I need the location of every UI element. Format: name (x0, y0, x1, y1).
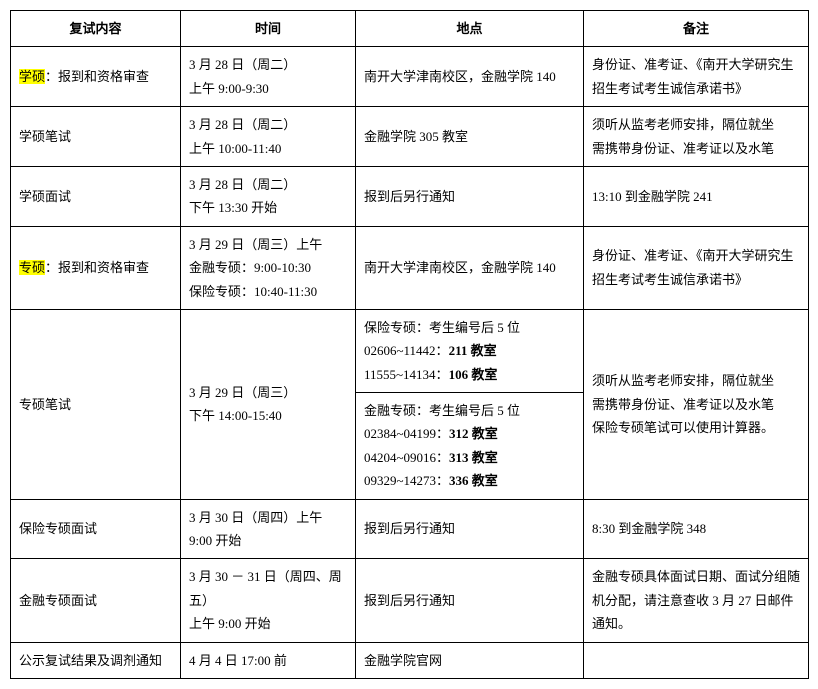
table-row: 保险专硕面试 3 月 30 日（周四）上午 9:00 开始 报到后另行通知 8:… (11, 499, 809, 559)
table-row: 公示复试结果及调剂通知 4 月 4 日 17:00 前 金融学院官网 (11, 642, 809, 678)
cell-note (584, 642, 809, 678)
cell-time: 3 月 30 日（周四）上午 9:00 开始 (181, 499, 356, 559)
cell-text: 下午 13:30 开始 (189, 200, 277, 215)
header-note: 备注 (584, 11, 809, 47)
cell-text: 3 月 28 日（周二） (189, 117, 296, 132)
cell-time: 3 月 28 日（周二） 上午 10:00-11:40 (181, 107, 356, 167)
cell-content: 保险专硕面试 (11, 499, 181, 559)
room-bold: 313 教室 (449, 450, 498, 465)
cell-text: 保险专硕：考生编号后 5 位 (364, 320, 520, 335)
highlight-xueshuo: 学硕 (19, 69, 45, 84)
cell-note: 须听从监考老师安排，隔位就坐 需携带身份证、准考证以及水笔 (584, 107, 809, 167)
cell-text: 02384~04199： (364, 426, 449, 441)
cell-note: 须听从监考老师安排，隔位就坐 需携带身份证、准考证以及水笔 保险专硕笔试可以使用… (584, 309, 809, 499)
cell-note: 8:30 到金融学院 348 (584, 499, 809, 559)
table-row: 金融专硕面试 3 月 30 － 31 日（周四、周五） 上午 9:00 开始 报… (11, 559, 809, 642)
cell-text: 04204~09016： (364, 450, 449, 465)
cell-text: 3 月 29 日（周三）上午 (189, 237, 322, 252)
room-bold: 211 教室 (449, 343, 497, 358)
cell-text: ：报到和资格审查 (45, 260, 149, 275)
room-bold: 312 教室 (449, 426, 498, 441)
cell-text: ：报到和资格审查 (45, 69, 149, 84)
cell-text: 上午 9:00-9:30 (189, 81, 269, 96)
cell-text: 3 月 29 日（周三） (189, 385, 296, 400)
highlight-zhuanshuo: 专硕 (19, 260, 45, 275)
cell-time: 4 月 4 日 17:00 前 (181, 642, 356, 678)
header-time: 时间 (181, 11, 356, 47)
cell-text: 上午 9:00 开始 (189, 616, 271, 631)
cell-note: 13:10 到金融学院 241 (584, 166, 809, 226)
cell-location: 保险专硕：考生编号后 5 位 02606~11442：211 教室 11555~… (356, 309, 584, 392)
table-row: 学硕面试 3 月 28 日（周二） 下午 13:30 开始 报到后另行通知 13… (11, 166, 809, 226)
cell-text: 09329~14273： (364, 473, 449, 488)
cell-time: 3 月 28 日（周二） 下午 13:30 开始 (181, 166, 356, 226)
table-row: 学硕笔试 3 月 28 日（周二） 上午 10:00-11:40 金融学院 30… (11, 107, 809, 167)
cell-text: 须听从监考老师安排，隔位就坐 (592, 373, 774, 388)
cell-time: 3 月 29 日（周三） 下午 14:00-15:40 (181, 309, 356, 499)
cell-location: 南开大学津南校区，金融学院 140 (356, 226, 584, 309)
schedule-table: 复试内容 时间 地点 备注 学硕：报到和资格审查 3 月 28 日（周二） 上午… (10, 10, 809, 679)
cell-content: 学硕面试 (11, 166, 181, 226)
cell-text: 11555~14134： (364, 367, 449, 382)
cell-text: 保险专硕笔试可以使用计算器。 (592, 420, 774, 435)
cell-text: 保险专硕：10:40-11:30 (189, 284, 317, 299)
room-bold: 336 教室 (449, 473, 498, 488)
cell-location: 报到后另行通知 (356, 166, 584, 226)
cell-content: 专硕笔试 (11, 309, 181, 499)
cell-location: 金融学院 305 教室 (356, 107, 584, 167)
cell-text: 金融专硕：9:00-10:30 (189, 260, 311, 275)
cell-note: 身份证、准考证、《南开大学研究生招生考试考生诚信承诺书》 (584, 226, 809, 309)
cell-text: 上午 10:00-11:40 (189, 141, 281, 156)
cell-location: 报到后另行通知 (356, 499, 584, 559)
cell-text: 3 月 30 － 31 日（周四、周五） (189, 569, 342, 607)
header-row: 复试内容 时间 地点 备注 (11, 11, 809, 47)
cell-content: 学硕：报到和资格审查 (11, 47, 181, 107)
cell-location: 报到后另行通知 (356, 559, 584, 642)
header-content: 复试内容 (11, 11, 181, 47)
cell-text: 需携带身份证、准考证以及水笔 (592, 141, 774, 156)
cell-text: 金融专硕：考生编号后 5 位 (364, 403, 520, 418)
cell-content: 专硕：报到和资格审查 (11, 226, 181, 309)
cell-content: 公示复试结果及调剂通知 (11, 642, 181, 678)
cell-location: 南开大学津南校区，金融学院 140 (356, 47, 584, 107)
cell-time: 3 月 28 日（周二） 上午 9:00-9:30 (181, 47, 356, 107)
header-location: 地点 (356, 11, 584, 47)
cell-text: 3 月 28 日（周二） (189, 57, 296, 72)
table-row: 专硕笔试 3 月 29 日（周三） 下午 14:00-15:40 保险专硕：考生… (11, 309, 809, 392)
cell-note: 身份证、准考证、《南开大学研究生招生考试考生诚信承诺书》 (584, 47, 809, 107)
cell-text: 须听从监考老师安排，隔位就坐 (592, 117, 774, 132)
cell-text: 需携带身份证、准考证以及水笔 (592, 397, 774, 412)
cell-text: 3 月 28 日（周二） (189, 177, 296, 192)
cell-content: 学硕笔试 (11, 107, 181, 167)
table-row: 学硕：报到和资格审查 3 月 28 日（周二） 上午 9:00-9:30 南开大… (11, 47, 809, 107)
cell-note: 金融专硕具体面试日期、面试分组随机分配，请注意查收 3 月 27 日邮件通知。 (584, 559, 809, 642)
table-row: 专硕：报到和资格审查 3 月 29 日（周三）上午 金融专硕：9:00-10:3… (11, 226, 809, 309)
room-bold: 106 教室 (449, 367, 498, 382)
cell-time: 3 月 30 － 31 日（周四、周五） 上午 9:00 开始 (181, 559, 356, 642)
cell-location: 金融学院官网 (356, 642, 584, 678)
cell-text: 02606~11442： (364, 343, 449, 358)
cell-time: 3 月 29 日（周三）上午 金融专硕：9:00-10:30 保险专硕：10:4… (181, 226, 356, 309)
cell-text: 下午 14:00-15:40 (189, 408, 282, 423)
cell-content: 金融专硕面试 (11, 559, 181, 642)
cell-location: 金融专硕：考生编号后 5 位 02384~04199：312 教室 04204~… (356, 393, 584, 500)
